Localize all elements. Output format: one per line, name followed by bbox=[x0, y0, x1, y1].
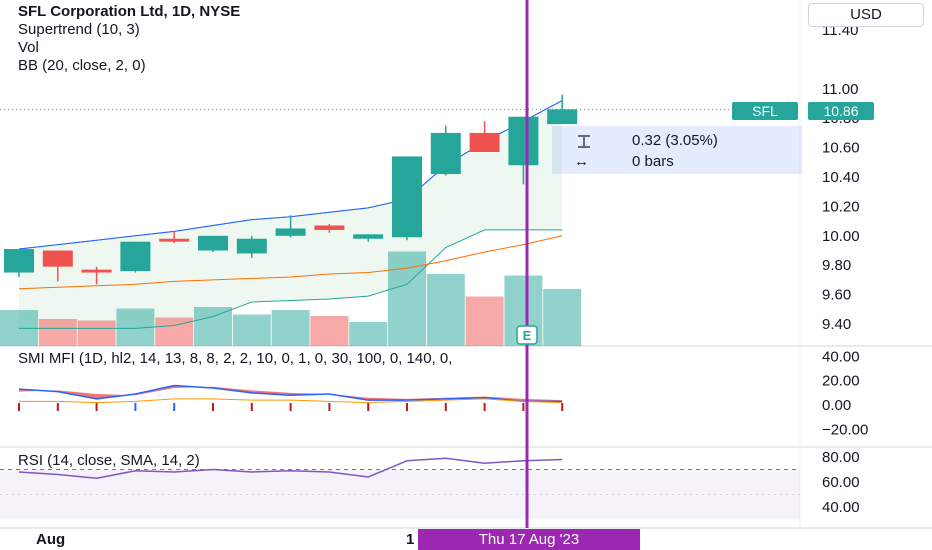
crosshair-date-tag: Thu 17 Aug '23 bbox=[418, 529, 640, 550]
volume-bar bbox=[77, 320, 116, 346]
legend-bollinger[interactable]: BB (20, close, 2, 0) bbox=[18, 57, 146, 74]
legend-supertrend[interactable]: Supertrend (10, 3) bbox=[18, 21, 140, 38]
x-label-aug: Aug bbox=[36, 531, 66, 548]
volume-bar bbox=[232, 314, 271, 346]
x-label-1: 1 bbox=[406, 531, 415, 548]
rsi-line bbox=[18, 457, 563, 480]
price-tick-label: 10.00 bbox=[822, 228, 860, 245]
rsi-tick-label: 40.00 bbox=[822, 499, 860, 516]
volume-bar bbox=[271, 310, 310, 346]
legend-volume[interactable]: Vol bbox=[18, 39, 39, 56]
price-tick-label: 9.40 bbox=[822, 316, 851, 333]
measure-box: 0.32 (3.05%) ↔ 0 bars bbox=[552, 126, 802, 174]
candle-body bbox=[120, 241, 151, 272]
smi-tick-label: 20.00 bbox=[822, 373, 860, 390]
price-tick-label: 10.40 bbox=[822, 169, 860, 186]
smi-signal-fill bbox=[19, 385, 563, 402]
candle-body bbox=[547, 109, 578, 125]
measure-change: 0.32 (3.05%) bbox=[632, 132, 718, 149]
candle-body bbox=[4, 249, 34, 273]
candle-body bbox=[430, 132, 461, 175]
candle-body bbox=[275, 228, 306, 236]
earnings-marker bbox=[516, 325, 538, 345]
candle-body bbox=[81, 269, 112, 273]
smi-line bbox=[18, 384, 563, 403]
candle-body bbox=[469, 132, 500, 153]
candle-body bbox=[508, 116, 539, 166]
candle-body bbox=[236, 238, 267, 254]
rsi-tick-label: 60.00 bbox=[822, 474, 860, 491]
rsi-tick-label: 80.00 bbox=[822, 449, 860, 466]
bars-icon: ↔ bbox=[574, 153, 589, 170]
earnings-marker-label: E bbox=[523, 328, 532, 343]
symbol-tag: SFL bbox=[732, 102, 798, 120]
measure-arrows-icon bbox=[578, 135, 590, 148]
last-price-tag: 10.86 bbox=[808, 102, 874, 120]
bollinger-basis-line bbox=[18, 235, 563, 290]
measure-bars: 0 bars bbox=[632, 153, 674, 170]
volume-bar bbox=[38, 319, 77, 346]
smi-pane-label[interactable]: SMI MFI (1D, hl2, 14, 13, 8, 8, 2, 2, 10… bbox=[18, 350, 453, 367]
volume-bar bbox=[194, 307, 232, 346]
volume-bar bbox=[465, 296, 504, 346]
chart-legend: SFL Corporation Ltd, 1D, NYSE Supertrend… bbox=[18, 3, 240, 75]
mfi-line bbox=[19, 398, 563, 404]
candle-body bbox=[392, 156, 422, 238]
candle-body bbox=[198, 235, 228, 251]
price-tick-label: 9.60 bbox=[822, 287, 851, 304]
volume-bar bbox=[426, 274, 465, 346]
price-tick-label: 11.00 bbox=[822, 81, 858, 98]
price-tick-label: 9.80 bbox=[822, 257, 851, 274]
price-tick-label: 10.60 bbox=[822, 140, 860, 157]
candle-body bbox=[159, 238, 190, 242]
volume-bar bbox=[310, 316, 349, 346]
volume-bar bbox=[349, 322, 388, 346]
smi-tick-label: −20.00 bbox=[822, 421, 868, 438]
symbol-title[interactable]: SFL Corporation Ltd, 1D, NYSE bbox=[18, 3, 241, 20]
currency-button[interactable]: USD bbox=[808, 3, 924, 27]
smi-tick-label: 40.00 bbox=[822, 348, 860, 365]
price-tick-label: 10.20 bbox=[822, 198, 860, 215]
bollinger-band-fill bbox=[19, 100, 563, 329]
candle-body bbox=[314, 225, 345, 230]
rsi-pane-label[interactable]: RSI (14, close, SMA, 14, 2) bbox=[18, 452, 200, 469]
smi-tick-label: 0.00 bbox=[822, 397, 851, 414]
volume-bar bbox=[388, 251, 426, 346]
candle-body bbox=[42, 250, 73, 267]
volume-bar bbox=[543, 289, 582, 346]
candle-body bbox=[353, 234, 384, 239]
volume-bar bbox=[155, 317, 194, 346]
bollinger-lower-line bbox=[19, 229, 563, 329]
